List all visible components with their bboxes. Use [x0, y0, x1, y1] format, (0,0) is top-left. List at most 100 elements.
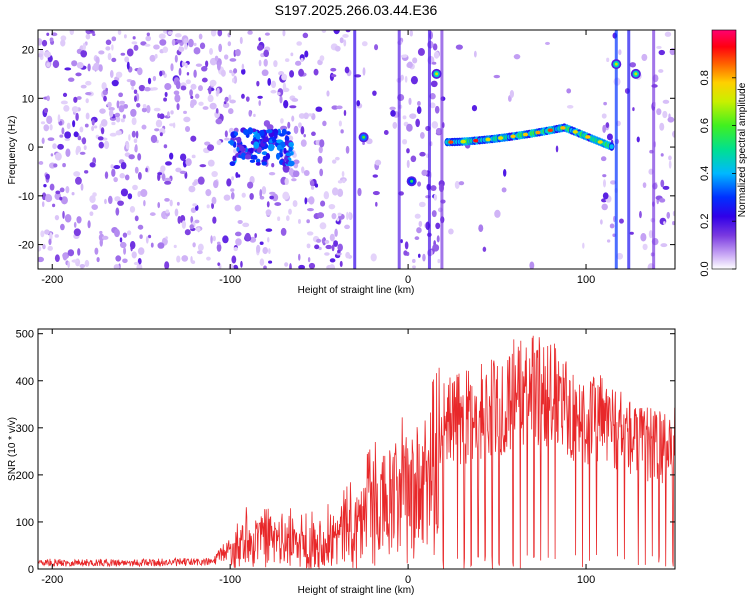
spectrogram-cell: [46, 95, 50, 102]
spectrogram-cell: [605, 122, 610, 128]
spectrogram-cell: [417, 48, 425, 56]
spectrogram-cell: [85, 98, 89, 104]
spectrogram-cell: [610, 180, 617, 185]
spectrogram-cell: [164, 180, 172, 185]
spectrogram-cell: [404, 241, 409, 250]
spectrogram-cell: [415, 118, 420, 128]
spectrogram-cell: [215, 118, 223, 125]
spectrogram-cell: [190, 95, 194, 99]
spectrogram-cell: [165, 209, 170, 214]
spectrogram-cell: [92, 32, 96, 37]
spectrogram-cell: [44, 229, 50, 235]
spectrogram-cell: [261, 69, 269, 77]
spectrogram-cell: [339, 37, 344, 44]
spectrogram-cell: [191, 154, 196, 159]
spectrogram-cell: [111, 121, 116, 126]
spectrogram-cell: [410, 75, 418, 85]
spectrogram-cell: [356, 100, 361, 107]
spectrogram-cell: [319, 222, 327, 230]
spectrogram-cell: [582, 242, 585, 249]
spectrogram-cell: [348, 211, 351, 220]
spectrogram-cell: [291, 178, 297, 182]
spectrogram-cell: [111, 57, 117, 63]
spectrogram-y-label: Frequency (Hz): [7, 116, 18, 185]
spectrogram-cell: [118, 105, 125, 113]
colorbar-tick-label: 0.2: [699, 214, 711, 229]
spectrogram-cell: [418, 220, 423, 227]
spectrogram-cell: [266, 201, 270, 208]
spectrogram-cell: [93, 125, 98, 129]
spectrogram-cell: [205, 189, 212, 197]
spectrogram-cell: [138, 84, 146, 92]
spectrogram-cell: [124, 174, 130, 181]
cluster-cell: [244, 147, 248, 153]
spectrogram-cell: [170, 110, 174, 115]
spectrogram-cell: [270, 80, 277, 89]
spectrogram-cell: [184, 126, 191, 133]
cluster-cell: [255, 132, 261, 140]
spectrogram-cell: [45, 194, 53, 203]
spectrogram-cell: [660, 179, 665, 188]
spectrogram-cell: [362, 141, 365, 145]
spectrogram-cell: [60, 100, 68, 105]
spectrogram-cell: [120, 188, 129, 197]
cluster-cell: [229, 139, 234, 146]
spectrogram-cell: [144, 86, 151, 92]
spectrogram-cell: [229, 99, 236, 104]
spectrogram-cell: [629, 62, 637, 68]
snr-line: [38, 335, 675, 569]
colorbar-tick-label: 0.6: [699, 118, 711, 133]
spectrogram-cell: [337, 188, 344, 198]
snr-y-tick-label: 0: [28, 564, 34, 576]
cluster-cell: [232, 155, 237, 162]
spectrogram-cell: [80, 50, 88, 58]
spectrogram-cell: [222, 235, 229, 244]
spectrogram-cell: [414, 213, 421, 219]
spectrogram-cell: [374, 159, 382, 166]
spectrogram-cell: [107, 52, 112, 61]
spectrogram-cell: [193, 69, 197, 78]
spectrogram-cell: [603, 101, 607, 106]
spectrogram-cell: [237, 174, 241, 178]
spectrogram-cell: [98, 233, 105, 242]
spectrogram-cell: [606, 239, 611, 243]
spectrogram-cell: [60, 35, 67, 41]
spectrogram-cell: [173, 244, 177, 249]
spectrogram-cell: [658, 49, 666, 56]
spectrogram-cell: [185, 62, 188, 69]
spectrogram-cell: [342, 34, 349, 38]
cluster-cell: [236, 147, 240, 152]
spectrogram-cell: [235, 171, 239, 178]
spectrogram-cell: [288, 208, 292, 215]
spectrogram-cell: [123, 103, 129, 109]
spectrogram-cell: [91, 119, 95, 126]
spectrogram-y-tick-label: -10: [18, 191, 34, 203]
spectrogram-cell: [663, 221, 666, 225]
spectrogram-cell: [229, 58, 237, 62]
spectrogram-cell: [406, 148, 410, 154]
spectrogram-cell: [159, 113, 165, 120]
spectrogram-cell: [372, 174, 379, 178]
spectrogram-cell: [62, 163, 66, 168]
spectrogram-cell: [139, 234, 143, 239]
spectrogram-cell: [87, 220, 91, 229]
cluster-cell: [249, 147, 254, 154]
spectrogram-x-tick-label: -200: [41, 274, 63, 286]
spectrogram-cell: [319, 139, 325, 148]
spectrogram-cell: [59, 187, 65, 193]
spectrogram-cell: [132, 36, 136, 40]
spectrogram-cell: [48, 238, 52, 246]
spectrogram-cell: [157, 202, 161, 209]
spectrogram-cell: [124, 56, 130, 63]
main-trace-peak: [535, 130, 541, 135]
spectrogram-cell: [566, 105, 574, 109]
cluster-cell: [251, 154, 258, 160]
spectrogram-cell: [329, 264, 336, 269]
cluster-cell: [284, 140, 289, 146]
spectrogram-cell: [177, 215, 182, 224]
spectrogram-cell: [151, 87, 158, 91]
spectrogram-cell: [54, 152, 62, 161]
spectrogram-streak: [627, 30, 631, 269]
snr-x-tick-label: 0: [405, 574, 411, 586]
spectrogram-cell: [256, 44, 264, 51]
